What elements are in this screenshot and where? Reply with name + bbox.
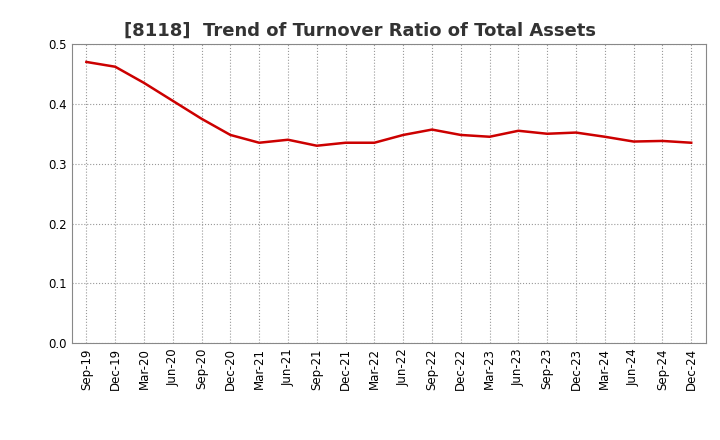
Text: [8118]  Trend of Turnover Ratio of Total Assets: [8118] Trend of Turnover Ratio of Total …: [124, 22, 596, 40]
